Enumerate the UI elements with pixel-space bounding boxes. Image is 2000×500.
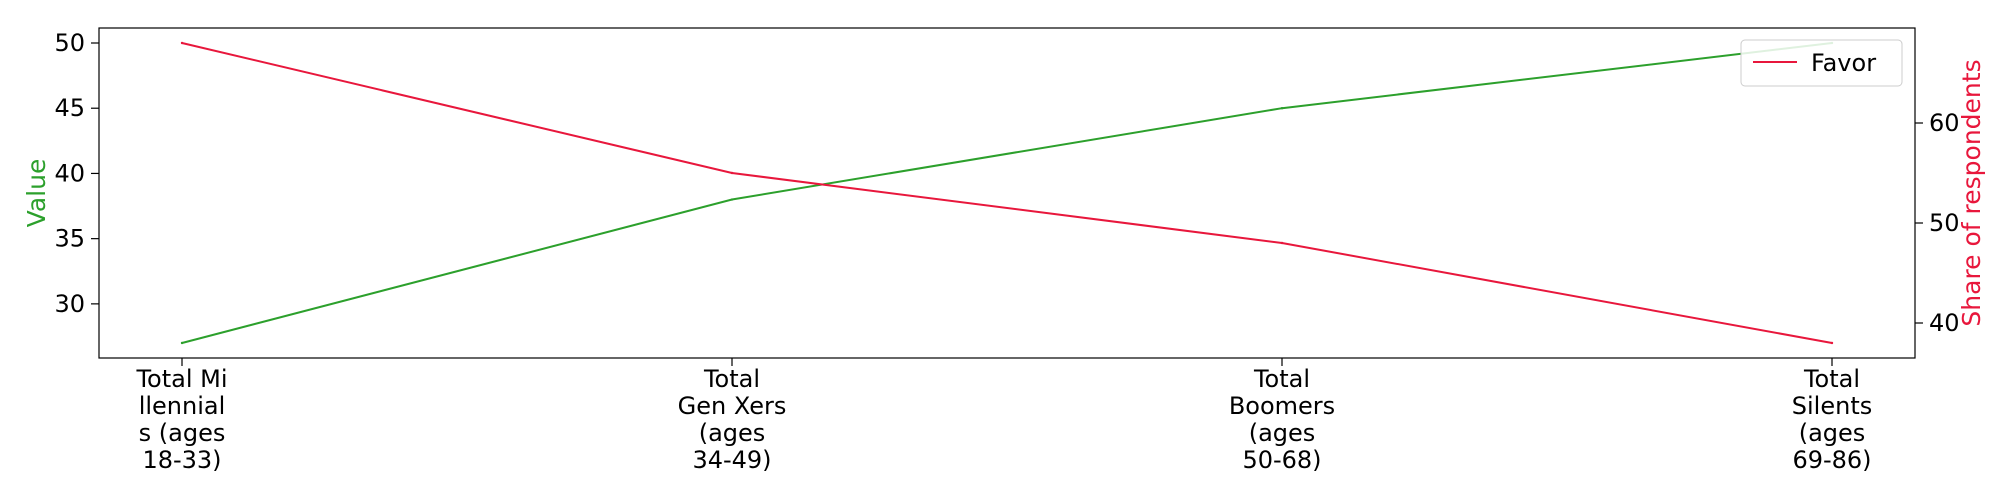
left-tick-label: 50 [54,29,85,57]
plot-area [98,27,1916,359]
x-tick-label: Total Silents (ages 69-86) [1792,365,1872,474]
series-line-2 [181,42,1833,344]
x-tick-label-line: 18-33) [142,446,221,474]
series-1-point [180,341,184,345]
right-y-axis: 40 50 60 [1915,109,1960,337]
right-tick-label: 60 [1929,109,1960,137]
series-2-point [730,171,734,175]
x-tick-label-line: Silents [1792,392,1872,420]
left-tick-label: 30 [54,290,85,318]
right-axis-title: Share of respondents [1957,59,1986,326]
legend-label-favor: Favor [1811,49,1876,77]
series-layer [180,41,1834,345]
axis-titles: Value Share of respondents [22,59,1986,326]
x-tick-label-line: llennial [139,392,226,420]
x-tick-label: Total Gen Xers (ages 34-49) [678,365,787,474]
left-axis-title: Value [22,159,51,228]
left-tick-label: 40 [54,159,85,187]
left-y-axis: 30 35 40 45 50 [54,29,99,318]
x-tick-label-line: Total [1253,365,1310,393]
legend: Favor [1740,39,1903,87]
x-tick-label: Total Mi llennial s (ages 18-33) [135,365,227,474]
right-tick-label: 40 [1929,309,1960,337]
left-tick-label: 45 [54,94,85,122]
x-tick-label-line: (ages [1799,419,1866,447]
legend-box [1740,39,1903,87]
x-tick-label-line: 50-68) [1242,446,1321,474]
x-tick-label-line: (ages [699,419,766,447]
series-1-point [730,198,734,201]
x-axis: Total Mi llennial s (ages 18-33)Total Gen Xe… [135,358,1872,474]
series-1-point [1280,107,1284,110]
x-tick-label-line: Total [703,365,760,393]
x-tick-label-line: s (ages [139,419,226,447]
x-tick-label-line: Total Mi [135,365,227,393]
series-2-point [1830,341,1834,345]
x-tick-label-line: 34-49) [692,446,771,474]
x-tick-label-line: (ages [1249,419,1316,447]
x-tick-label-line: 69-86) [1792,446,1871,474]
right-tick-label: 50 [1929,209,1960,237]
series-2-point [1280,241,1284,245]
left-tick-label: 35 [54,225,85,253]
plot-frame [98,27,1916,359]
x-tick-label-line: Gen Xers [678,392,787,420]
x-tick-label-line: Boomers [1229,392,1335,420]
series-line-1 [181,42,1833,344]
series-2-point [180,41,184,45]
x-tick-label-line: Total [1803,365,1860,393]
x-tick-label: Total Boomers (ages 50-68) [1229,365,1335,474]
